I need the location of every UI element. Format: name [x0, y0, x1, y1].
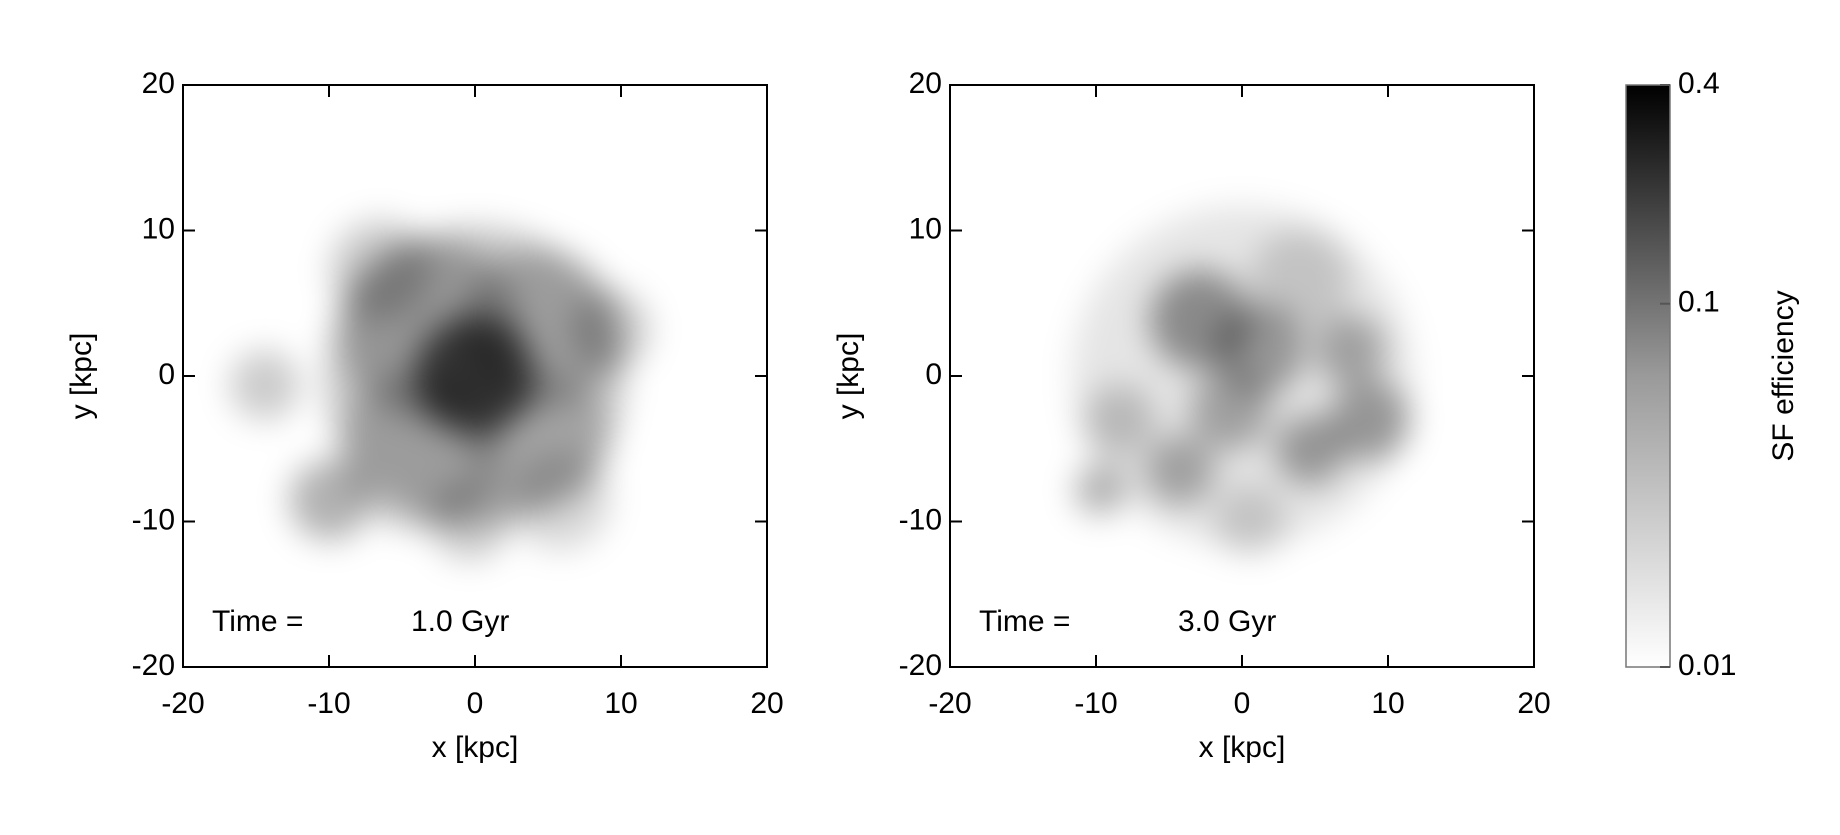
y-tick-label: 20 [909, 67, 942, 100]
x-tick-label: 20 [750, 687, 783, 720]
x-tick-label: 0 [1234, 687, 1251, 720]
annotation: Time = [979, 605, 1070, 638]
x-tick-label: 10 [604, 687, 637, 720]
x-tick-label: 20 [1517, 687, 1550, 720]
colorbar-tick-label: 0.01 [1678, 649, 1736, 682]
y-axis-label: y [kpc] [832, 333, 865, 420]
x-tick-label: 10 [1371, 687, 1404, 720]
annotation: Time = [212, 605, 303, 638]
density-image [1072, 206, 1412, 555]
x-tick-label: 0 [467, 687, 484, 720]
y-tick-label: 0 [925, 358, 942, 391]
y-tick-label: -10 [899, 503, 942, 536]
y-tick-label: 10 [142, 212, 175, 245]
y-tick-label: -10 [132, 503, 175, 536]
time-label: 3.0 Gyr [1178, 605, 1276, 638]
y-tick-label: 20 [142, 67, 175, 100]
y-tick-label: -20 [132, 649, 175, 682]
x-tick-label: -10 [1074, 687, 1117, 720]
x-tick-label: -10 [307, 687, 350, 720]
density-image [230, 220, 650, 560]
x-tick-label: -20 [928, 687, 971, 720]
x-tick-label: -20 [161, 687, 204, 720]
y-axis-label: y [kpc] [65, 333, 98, 420]
colorbar-tick-label: 0.4 [1678, 67, 1720, 100]
y-tick-label: 0 [158, 358, 175, 391]
time-label: 1.0 Gyr [411, 605, 509, 638]
y-tick-label: -20 [899, 649, 942, 682]
x-axis-label: x [kpc] [1199, 731, 1286, 764]
colorbar-tick-label: 0.1 [1678, 286, 1720, 319]
x-axis-label: x [kpc] [432, 731, 519, 764]
colorbar [1625, 84, 1671, 668]
colorbar-label: SF efficiency [1767, 290, 1800, 461]
y-tick-label: 10 [909, 212, 942, 245]
